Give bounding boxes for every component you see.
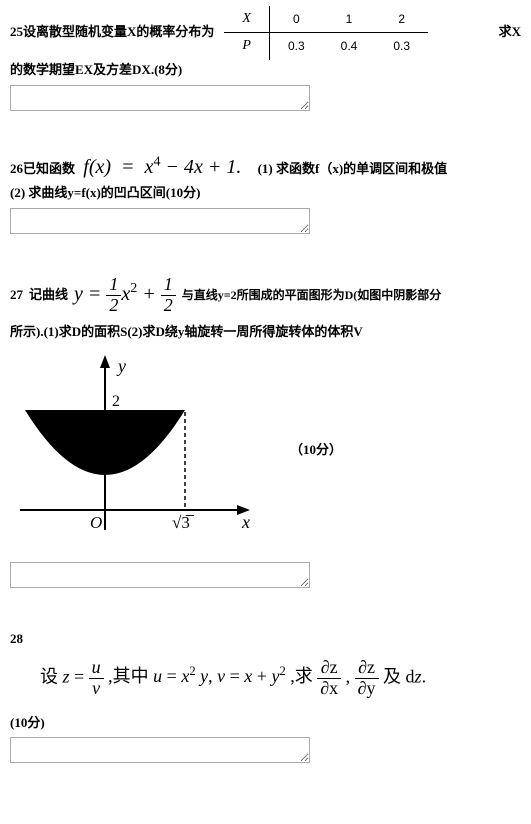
- q28-dzy-n: ∂z: [355, 658, 379, 679]
- q25-line2: 的数学期望EX及方差DX.(8分): [10, 60, 521, 81]
- q26-answer-input[interactable]: [10, 208, 310, 234]
- q25-prefix: 25设离散型随机变量X的概率分布为: [10, 22, 214, 43]
- q28-dzx-d: ∂x: [317, 679, 341, 699]
- q27-frac1: 1 2: [106, 275, 121, 316]
- q25-col-2: 2: [375, 6, 428, 33]
- q27-figure: y x O 2 √3̅: [10, 350, 260, 550]
- q27-points: （10分）: [290, 440, 342, 461]
- q28-text1: 设 z =: [40, 666, 89, 686]
- q27-x-label: x: [241, 512, 250, 532]
- q25-prob-2: 0.3: [375, 33, 428, 60]
- q25-table: X 0 1 2 P 0.3 0.4 0.3: [224, 6, 428, 60]
- q26-part1: (1) 求函数f（x)的单调区间和极值: [258, 161, 448, 176]
- q28-v: v: [92, 678, 100, 698]
- q25-row-label-p: P: [224, 33, 269, 60]
- q27-line2: 所示).(1)求D的面积S(2)求D绕y轴旋转一周所得旋转体的体积V: [10, 322, 521, 343]
- q28-dzx: ∂z ∂x: [317, 658, 341, 699]
- q27-figure-row: y x O 2 √3̅ （10分）: [10, 350, 521, 550]
- q28-comma: ,: [346, 666, 355, 686]
- q25-text-after: 求X: [499, 22, 521, 43]
- q27-frac2-n: 1: [161, 275, 176, 296]
- question-25: 25设离散型随机变量X的概率分布为 X 0 1 2 P 0.3 0.4 0.3 …: [10, 6, 521, 117]
- q27-text-mid: 与直线y=2所围成的平面图形为D(如图中阴影部分: [182, 286, 442, 305]
- q26-part2: (2) 求曲线y=f(x)的凹凸区间(10分): [10, 183, 521, 204]
- q27-text-before: 记曲线: [29, 285, 68, 306]
- q26-line1: 26已知函数 f(x) = x4 − 4x + 1. (1) 求函数f（x)的单…: [10, 151, 521, 183]
- question-28: 28 设 z = u v ,其中 u = x2 y, v = x + y2 ,求…: [10, 629, 521, 770]
- q27-sqrt3: √3̅: [172, 513, 195, 532]
- q25-col-0: 0: [269, 6, 322, 33]
- question-27: 27记曲线 y = 1 2 x2 + 1 2 与直线y=2所围成的平面图形为D(…: [10, 275, 521, 595]
- q28-tail: 及 dz.: [383, 666, 426, 686]
- q26-formula: f(x) = x4 − 4x + 1.: [78, 156, 241, 178]
- q25-row-label-x: X: [224, 6, 269, 33]
- q28-number: 28: [10, 629, 521, 650]
- q27-number: 27: [10, 285, 23, 306]
- q27-y: y: [74, 283, 83, 305]
- q25-text-before: 设离散型随机变量X的概率分布为: [23, 24, 214, 39]
- q27-frac1-n: 1: [106, 275, 121, 296]
- q28-mid: ,其中 u = x2 y, v = x + y2 ,求: [108, 666, 313, 686]
- q28-dzx-n: ∂z: [317, 658, 341, 679]
- q26-text-before: 已知函数: [23, 161, 75, 176]
- q27-frac2: 1 2: [161, 275, 176, 316]
- q27-y-label: y: [116, 356, 126, 376]
- q27-two: 2: [112, 393, 120, 410]
- q27-eq: =: [88, 283, 107, 305]
- q28-frac-uv: u v: [89, 658, 104, 699]
- q27-frac2-d: 2: [161, 296, 176, 316]
- q25-prob-1: 0.4: [323, 33, 376, 60]
- q27-origin: O: [90, 513, 102, 532]
- q28-answer-input[interactable]: [10, 737, 310, 763]
- q28-dzy-d: ∂y: [355, 679, 379, 699]
- q27-answer-input[interactable]: [10, 562, 310, 588]
- q28-points: (10分): [10, 713, 521, 734]
- q25-answer-input[interactable]: [10, 85, 310, 111]
- q27-formula: y = 1 2 x2 + 1 2: [74, 275, 176, 316]
- q26-number: 26: [10, 161, 23, 176]
- q25-line1: 25设离散型随机变量X的概率分布为 X 0 1 2 P 0.3 0.4 0.3 …: [10, 6, 521, 60]
- q28-equation: 设 z = u v ,其中 u = x2 y, v = x + y2 ,求 ∂z…: [40, 658, 521, 699]
- q28-u: u: [92, 657, 101, 677]
- q27-frac1-d: 2: [106, 296, 121, 316]
- q27-plus: +: [142, 283, 161, 305]
- q28-dzy: ∂z ∂y: [355, 658, 379, 699]
- q25-number: 25: [10, 24, 23, 39]
- q25-col-1: 1: [323, 6, 376, 33]
- q27-line1: 27 记曲线 y = 1 2 x2 + 1 2 与直线y=2所围成的平面图形为D(…: [10, 275, 521, 316]
- question-26: 26已知函数 f(x) = x4 − 4x + 1. (1) 求函数f（x)的单…: [10, 151, 521, 241]
- q25-prob-0: 0.3: [269, 33, 322, 60]
